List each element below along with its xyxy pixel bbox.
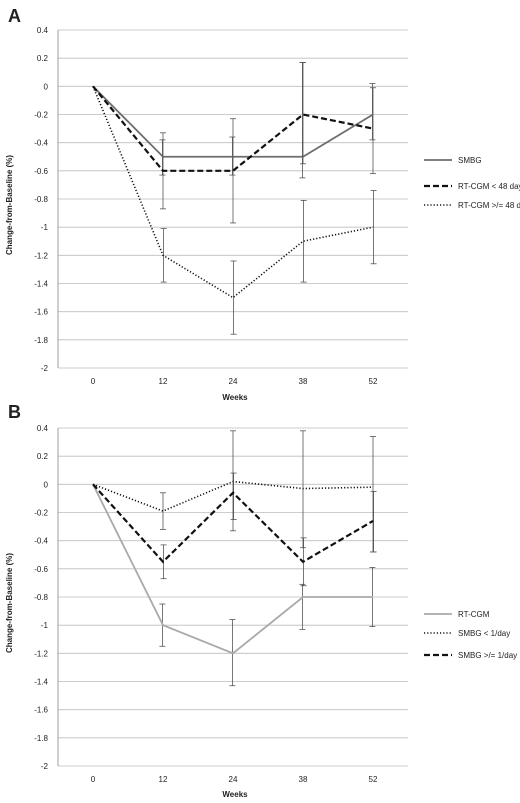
y-tick-label: 0.2 — [37, 452, 49, 461]
y-tick-label: -0.6 — [34, 565, 48, 574]
y-tick-label: 0 — [44, 480, 49, 489]
panel-b-chart: B 0.4 0.2 0 -0.2 -0.4 -0.6 -0.8 -1 -1.2 -1.4 -1.6 -1… — [5, 402, 517, 799]
legend-entry: SMBG — [458, 156, 482, 165]
x-tick-label: 0 — [91, 775, 96, 784]
y-tick-label: 0.2 — [37, 54, 49, 63]
y-tick-label: -1.4 — [34, 678, 48, 687]
series-line — [92, 85, 374, 172]
x-tick-label: 38 — [299, 377, 308, 386]
y-tick-label: 0 — [44, 82, 49, 91]
y-tick-label: -2 — [41, 364, 49, 373]
x-tick-label: 12 — [159, 377, 168, 386]
x-axis-title: Weeks — [222, 393, 248, 402]
panel-a-chart: A 0.4 0.2 0 -0.2 -0.4 -0.6 -0.8 -1 -1.2 -1.4 -1.6 -1… — [5, 6, 520, 402]
legend-entry: SMBG < 1/day — [458, 629, 510, 638]
y-tick-label: -1.2 — [34, 649, 48, 658]
y-tick-label: -0.4 — [34, 537, 48, 546]
x-tick-label: 52 — [369, 377, 378, 386]
y-tick-label: -0.2 — [34, 509, 48, 518]
y-tick-label: -1 — [41, 223, 49, 232]
y-tick-label: -0.6 — [34, 167, 48, 176]
y-tick-label: -1.6 — [34, 706, 48, 715]
panel-label: B — [8, 402, 21, 422]
series-line — [92, 483, 374, 564]
y-axis-title: Change-from-Baseline (%) — [5, 155, 14, 255]
y-axis-title: Change-from-Baseline (%) — [5, 553, 14, 653]
x-axis-title: Weeks — [222, 790, 248, 798]
x-tick-label: 52 — [369, 775, 378, 784]
x-tick-label: 24 — [229, 377, 238, 386]
y-tick-label: -2 — [41, 762, 49, 771]
y-tick-label: 0.4 — [37, 26, 49, 35]
y-tick-label: -0.2 — [34, 111, 48, 120]
y-tick-label: -0.4 — [34, 139, 48, 148]
y-tick-label: -1 — [41, 621, 49, 630]
x-tick-label: 12 — [159, 775, 168, 784]
y-tick-label: -1.8 — [34, 734, 48, 743]
series-line — [92, 86, 374, 299]
y-tick-label: -0.8 — [34, 593, 48, 602]
x-tick-label: 38 — [299, 775, 308, 784]
series-line — [92, 483, 373, 655]
y-tick-label: -0.8 — [34, 195, 48, 204]
legend-entry: RT-CGM < 48 days — [458, 182, 520, 191]
legend-entry: RT-CGM — [458, 610, 490, 619]
legend-entry: RT-CGM >/= 48 days — [458, 201, 520, 210]
x-tick-label: 24 — [229, 775, 238, 784]
y-tick-label: -1.8 — [34, 336, 48, 345]
x-tick-label: 0 — [91, 377, 96, 386]
series-line — [92, 480, 374, 512]
y-tick-label: -1.2 — [34, 251, 48, 260]
y-tick-label: -1.6 — [34, 308, 48, 317]
legend-entry: SMBG >/= 1/day — [458, 651, 517, 660]
y-tick-label: -1.4 — [34, 280, 48, 289]
panel-label: A — [8, 6, 21, 26]
y-tick-label: 0.4 — [37, 424, 49, 433]
